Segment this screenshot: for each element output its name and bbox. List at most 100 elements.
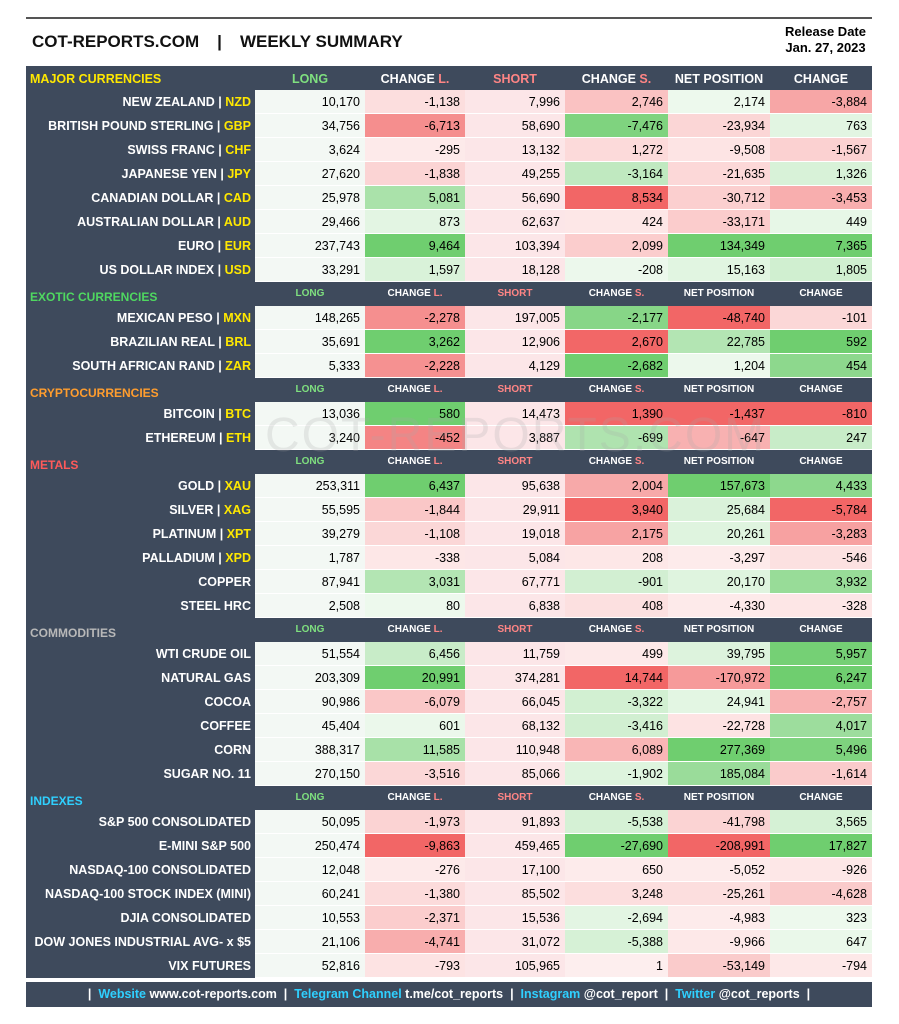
value-cell: 1,204 xyxy=(668,354,770,378)
column-header: LONG xyxy=(255,378,365,402)
row-label: BITCOIN | BTC xyxy=(26,402,255,426)
column-label: CHANGE xyxy=(387,288,431,299)
column-header: CHANGE S. xyxy=(565,450,668,474)
column-suffix: S. xyxy=(634,456,645,467)
value-cell: 454 xyxy=(770,354,872,378)
data-row: COFFEE 45,404 601 68,132 -3,416 -22,728 4,017 xyxy=(26,714,872,738)
value-cell: 247 xyxy=(770,426,872,450)
value-cell: 20,170 xyxy=(668,570,770,594)
value-cell: 11,585 xyxy=(365,738,465,762)
value-cell: 60,241 xyxy=(255,882,365,906)
column-label: NET POSITION xyxy=(683,624,755,635)
column-suffix: L. xyxy=(433,624,443,635)
section-title: CRYPTOCURRENCIES xyxy=(26,378,255,402)
value-cell: 25,978 xyxy=(255,186,365,210)
value-cell: 7,365 xyxy=(770,234,872,258)
value-cell: -1,838 xyxy=(365,162,465,186)
value-cell: -30,712 xyxy=(668,186,770,210)
value-cell: 237,743 xyxy=(255,234,365,258)
column-header: CHANGE L. xyxy=(365,66,465,90)
column-header: SHORT xyxy=(465,786,565,810)
column-suffix: S. xyxy=(639,72,652,86)
row-label: GOLD | XAU xyxy=(26,474,255,498)
summary-table: MAJOR CURRENCIES LONG CHANGE L. SHORT CHANGE… xyxy=(26,66,872,978)
footer: | Website www.cot-reports.com | Telegram… xyxy=(26,982,872,1007)
instrument-name: GOLD | xyxy=(178,479,222,493)
row-label: NASDAQ-100 CONSOLIDATED xyxy=(26,858,255,882)
value-cell: 3,565 xyxy=(770,810,872,834)
instrument-code: CAD xyxy=(223,191,251,205)
column-label: NET POSITION xyxy=(683,384,755,395)
instrument-name: STEEL HRC xyxy=(180,599,251,613)
value-cell: 270,150 xyxy=(255,762,365,786)
value-cell: 647 xyxy=(770,930,872,954)
value-cell: 5,496 xyxy=(770,738,872,762)
value-cell: 21,106 xyxy=(255,930,365,954)
value-cell: 90,986 xyxy=(255,690,365,714)
column-label: CHANGE xyxy=(588,624,633,635)
value-cell: -9,863 xyxy=(365,834,465,858)
value-cell: -4,741 xyxy=(365,930,465,954)
column-label: CHANGE xyxy=(387,384,431,395)
value-cell: 1,326 xyxy=(770,162,872,186)
value-cell: -2,177 xyxy=(565,306,668,330)
value-cell: -2,682 xyxy=(565,354,668,378)
value-cell: -1,380 xyxy=(365,882,465,906)
row-label: E-MINI S&P 500 xyxy=(26,834,255,858)
column-header: NET POSITION xyxy=(668,282,770,306)
column-header: NET POSITION xyxy=(668,786,770,810)
data-row: DJIA CONSOLIDATED 10,553 -2,371 15,536 -2,69… xyxy=(26,906,872,930)
instrument-code: CHF xyxy=(225,143,251,157)
value-cell: 50,095 xyxy=(255,810,365,834)
row-label: CANADIAN DOLLAR | CAD xyxy=(26,186,255,210)
value-cell: 2,508 xyxy=(255,594,365,618)
value-cell: 4,017 xyxy=(770,714,872,738)
value-cell: -5,784 xyxy=(770,498,872,522)
value-cell: -901 xyxy=(565,570,668,594)
value-cell: 208 xyxy=(565,546,668,570)
value-cell: 1,597 xyxy=(365,258,465,282)
column-label: CHANGE xyxy=(799,384,843,395)
value-cell: 3,887 xyxy=(465,426,565,450)
column-header: LONG xyxy=(255,282,365,306)
section-title: EXOTIC CURRENCIES xyxy=(26,282,255,306)
column-header: SHORT xyxy=(465,450,565,474)
column-suffix: L. xyxy=(433,456,443,467)
value-cell: -25,261 xyxy=(668,882,770,906)
data-row: EURO | EUR 237,743 9,464 103,394 2,099 134,34… xyxy=(26,234,872,258)
instrument-name: WTI CRUDE OIL xyxy=(155,647,251,661)
instrument-name: CANADIAN DOLLAR | xyxy=(91,191,221,205)
value-cell: -41,798 xyxy=(668,810,770,834)
column-label: CHANGE xyxy=(380,72,435,86)
column-suffix: S. xyxy=(634,792,645,803)
value-cell: 12,048 xyxy=(255,858,365,882)
value-cell: -276 xyxy=(365,858,465,882)
data-row: WTI CRUDE OIL 51,554 6,456 11,759 499 39,795 5… xyxy=(26,642,872,666)
value-cell: 110,948 xyxy=(465,738,565,762)
value-cell: 3,262 xyxy=(365,330,465,354)
instrument-name: S&P 500 CONSOLIDATED xyxy=(98,815,251,829)
row-label: BRAZILIAN REAL | BRL xyxy=(26,330,255,354)
value-cell: 2,746 xyxy=(565,90,668,114)
column-header: CHANGE xyxy=(770,66,872,90)
column-header: LONG xyxy=(255,450,365,474)
value-cell: 33,291 xyxy=(255,258,365,282)
footer-value: t.me/cot_reports xyxy=(405,987,504,1001)
instrument-name: US DOLLAR INDEX | xyxy=(99,263,222,277)
value-cell: 45,404 xyxy=(255,714,365,738)
footer-separator: | xyxy=(283,987,288,1001)
instrument-code: XPD xyxy=(225,551,251,565)
column-header: CHANGE xyxy=(770,450,872,474)
value-cell: 62,637 xyxy=(465,210,565,234)
value-cell: 85,502 xyxy=(465,882,565,906)
column-label: CHANGE xyxy=(799,792,843,803)
value-cell: -2,278 xyxy=(365,306,465,330)
value-cell: 253,311 xyxy=(255,474,365,498)
value-cell: -9,966 xyxy=(668,930,770,954)
value-cell: -1,614 xyxy=(770,762,872,786)
value-cell: -3,516 xyxy=(365,762,465,786)
value-cell: 52,816 xyxy=(255,954,365,978)
value-cell: -208 xyxy=(565,258,668,282)
row-label: SUGAR NO. 11 xyxy=(26,762,255,786)
value-cell: 15,536 xyxy=(465,906,565,930)
